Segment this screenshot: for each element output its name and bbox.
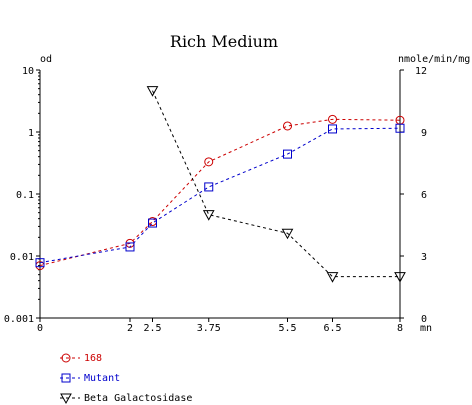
y-right-tick-label: 12 bbox=[415, 66, 427, 77]
legend-label: Beta Galactosidase bbox=[84, 393, 192, 404]
axes: 0 2 2.5 3.75 5.5 6.5 8 0.001 0.01 0.1 1 10 0 3 6 9 12 bbox=[4, 66, 427, 334]
legend-entry: 168 bbox=[60, 353, 102, 364]
data-point bbox=[146, 86, 159, 97]
y-right-tick-label: 6 bbox=[421, 190, 427, 201]
y-left-axis-label: od bbox=[40, 54, 52, 65]
series-layer bbox=[35, 86, 406, 283]
legend-entry: Mutant bbox=[60, 373, 120, 384]
data-point bbox=[328, 114, 337, 124]
y-right-tick-label: 0 bbox=[421, 314, 427, 325]
data-point bbox=[395, 123, 405, 133]
legend: 168 Mutant Beta Galactosidase bbox=[60, 353, 192, 405]
data-point bbox=[35, 258, 45, 268]
x-axis-label: mn bbox=[420, 323, 432, 334]
x-tick-label: 5.5 bbox=[278, 323, 296, 334]
series-line bbox=[39, 118, 401, 267]
legend-label: 168 bbox=[84, 353, 102, 364]
data-point bbox=[283, 149, 292, 159]
y-left-tick-label: 10 bbox=[22, 66, 34, 77]
y-left-tick-label: 0.1 bbox=[16, 190, 34, 201]
y-left-tick-label: 1 bbox=[28, 128, 34, 139]
data-point bbox=[328, 124, 337, 134]
y-right-tick-label: 3 bbox=[421, 252, 427, 263]
series-1 bbox=[35, 123, 405, 268]
series-line bbox=[152, 90, 400, 278]
data-point bbox=[125, 242, 135, 252]
y-right-axis-label: nmole/min/mg bbox=[398, 54, 470, 65]
x-tick-label: 2 bbox=[127, 323, 133, 334]
x-tick-label: 3.75 bbox=[197, 323, 221, 334]
data-point bbox=[326, 272, 339, 283]
chart-title: Rich Medium bbox=[170, 32, 278, 51]
y-left-tick-label: 0.001 bbox=[4, 314, 34, 325]
series-line bbox=[39, 127, 401, 264]
data-point bbox=[148, 218, 157, 228]
data-point bbox=[283, 121, 292, 131]
series-0 bbox=[35, 114, 405, 271]
x-tick-label: 0 bbox=[37, 323, 43, 334]
series-2 bbox=[146, 86, 406, 283]
y-left-tick-label: 0.01 bbox=[10, 252, 34, 263]
data-point bbox=[204, 182, 214, 192]
data-point bbox=[394, 272, 406, 283]
y-right-tick-label: 9 bbox=[421, 128, 427, 139]
legend-label: Mutant bbox=[84, 373, 120, 384]
x-tick-label: 2.5 bbox=[143, 323, 161, 334]
legend-marker bbox=[61, 373, 71, 383]
x-tick-label: 6.5 bbox=[323, 323, 341, 334]
data-point bbox=[202, 210, 215, 221]
data-point bbox=[281, 228, 294, 240]
legend-entry: Beta Galactosidase bbox=[60, 393, 192, 405]
x-tick-label: 8 bbox=[397, 323, 403, 334]
legend-marker bbox=[60, 393, 72, 405]
legend-marker bbox=[61, 353, 71, 363]
data-point bbox=[204, 157, 214, 167]
